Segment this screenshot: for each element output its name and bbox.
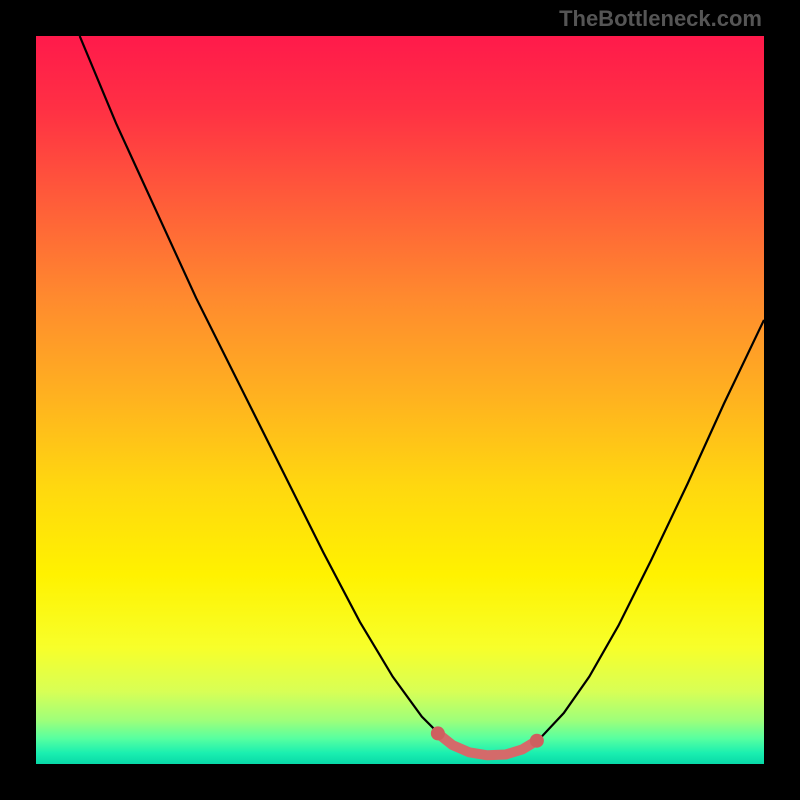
chart-container: TheBottleneck.com bbox=[0, 0, 800, 800]
highlight-segment bbox=[438, 733, 537, 755]
highlight-endpoint-1 bbox=[530, 734, 544, 748]
watermark-text: TheBottleneck.com bbox=[559, 6, 762, 32]
highlight-endpoint-0 bbox=[431, 726, 445, 740]
plot-area bbox=[36, 36, 764, 764]
v-curve bbox=[80, 36, 764, 755]
chart-svg bbox=[36, 36, 764, 764]
